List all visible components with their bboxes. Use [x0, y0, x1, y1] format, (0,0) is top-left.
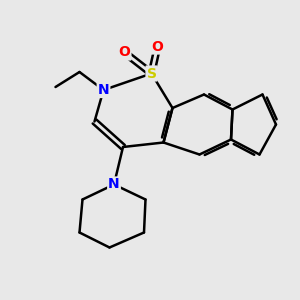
Text: O: O — [152, 40, 164, 53]
Text: N: N — [108, 178, 120, 191]
Text: O: O — [118, 46, 130, 59]
Text: N: N — [98, 83, 109, 97]
Text: S: S — [146, 67, 157, 80]
